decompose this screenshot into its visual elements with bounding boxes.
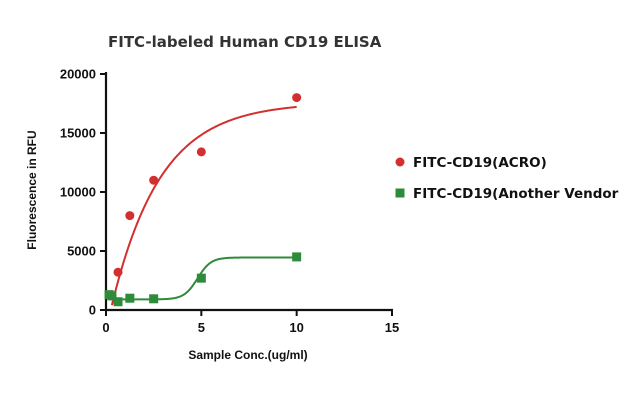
data-point-series-1 [125,211,135,221]
y-tick-label: 10000 [60,185,96,200]
data-point-series-1 [292,93,302,103]
legend-marker-series-2 [395,188,405,198]
data-point-series-2 [107,291,117,301]
fit-curve-1 [110,105,297,306]
fit-curves [109,105,297,306]
data-points [104,93,302,307]
ticks: 0 5000 10000 15000 20000 0 5 10 15 [60,67,399,336]
data-point-series-1 [196,147,206,157]
data-point-series-2 [125,293,135,303]
data-point-series-1 [113,267,123,277]
chart-title: FITC-labeled Human CD19 ELISA [108,33,382,51]
x-tick-label: 15 [385,320,399,335]
data-point-series-1 [149,175,159,185]
data-point-series-2 [149,294,159,304]
x-axis-label: Sample Conc.(ug/ml) [188,348,307,362]
x-tick-label: 5 [198,320,205,335]
y-tick-label: 15000 [60,126,96,141]
y-tick-label: 0 [89,303,96,318]
legend-marker-series-1 [395,157,405,167]
y-axis-label: Fluorescence in RFU [25,130,39,249]
x-tick-label: 0 [102,320,109,335]
fit-curve-2 [109,256,297,301]
data-point-series-2 [196,273,206,283]
legend: FITC-CD19(ACRO) FITC-CD19(Another Vendor) [395,155,619,202]
x-tick-label: 10 [289,320,303,335]
data-point-series-2 [292,252,302,262]
legend-label-series-1: FITC-CD19(ACRO) [413,155,547,171]
y-tick-label: 20000 [60,67,96,82]
data-point-series-2 [113,297,123,307]
axes [104,72,393,312]
legend-label-series-2: FITC-CD19(Another Vendor) [413,186,619,202]
y-tick-label: 5000 [67,244,96,259]
